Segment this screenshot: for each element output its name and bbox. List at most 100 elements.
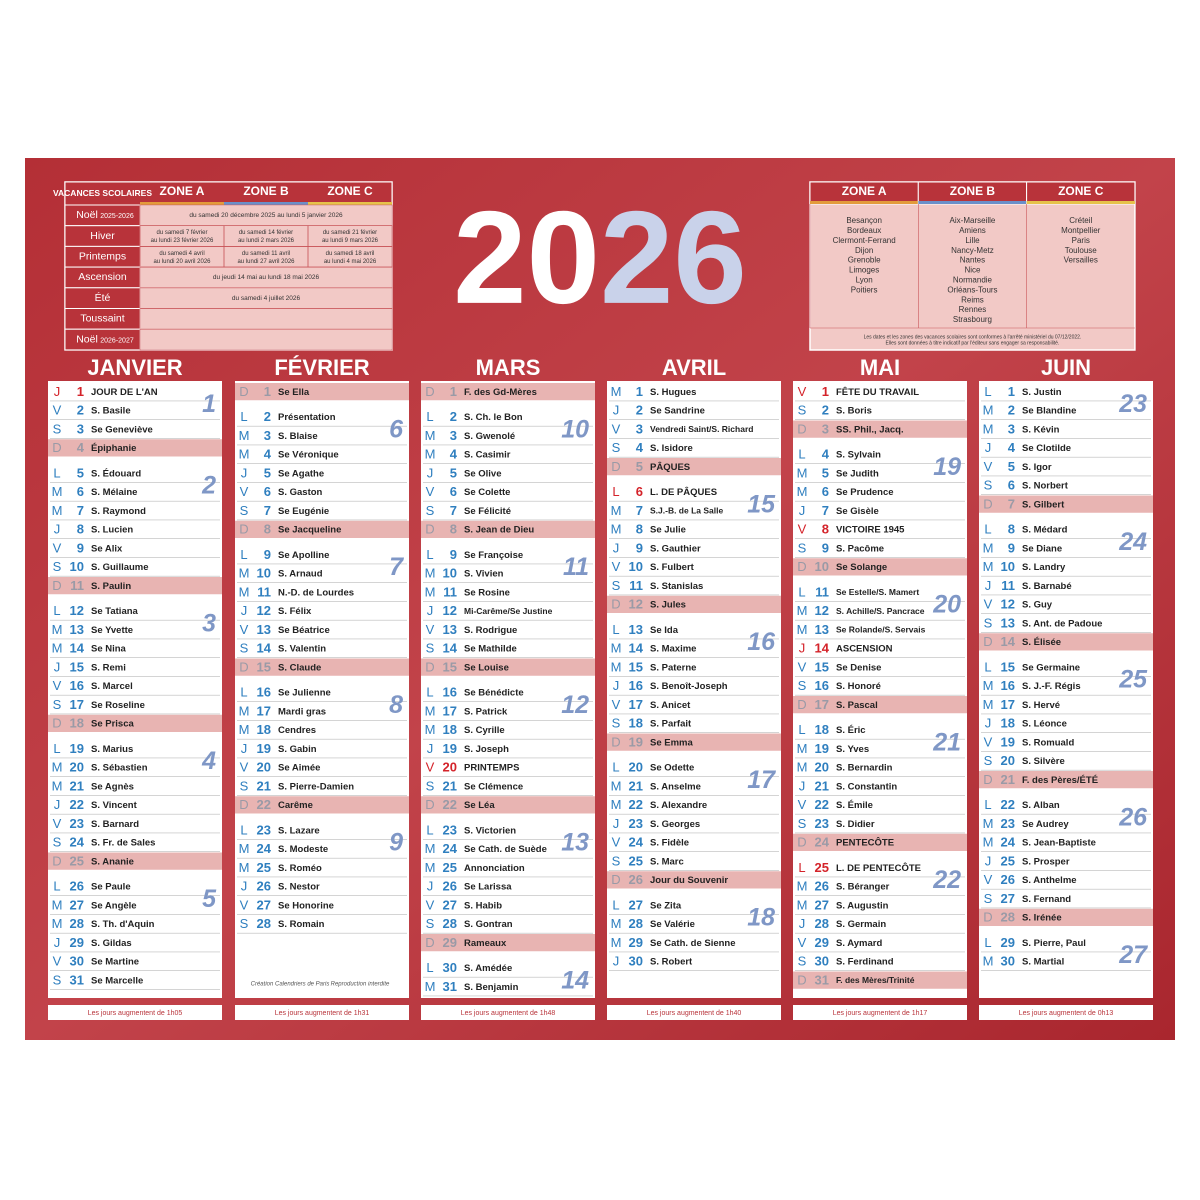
day-letter: V [612, 835, 621, 850]
day-number: 11 [1001, 578, 1015, 593]
day-number: 17 [70, 697, 84, 712]
day-number: 5 [77, 465, 84, 480]
saint-name: S. Basile [91, 406, 131, 417]
day-letter: L [426, 547, 433, 562]
zone-city: Poitiers [851, 285, 878, 294]
saint-name: S. Médard [1022, 525, 1068, 536]
day-number: 18 [815, 722, 829, 737]
saint-name: S. Kévin [1022, 424, 1060, 435]
day-letter: D [611, 872, 620, 887]
day-letter: M [611, 503, 622, 518]
day-letter: D [52, 853, 61, 868]
day-number: 15 [70, 659, 84, 674]
day-number: 4 [450, 447, 458, 462]
zone-city: Strasbourg [953, 315, 992, 324]
day-number: 26 [257, 879, 271, 894]
day-number: 18 [443, 722, 457, 737]
saint-name: S. Rodrigue [464, 625, 517, 636]
day-number: 22 [1001, 797, 1015, 812]
day-letter: M [239, 722, 250, 737]
saint-name: Se Yvette [91, 625, 133, 636]
day-number: 2 [77, 403, 84, 418]
month-footer: Les jours augmentent de 0h13 [1019, 1010, 1114, 1017]
day-number: 10 [70, 559, 84, 574]
day-letter: J [241, 465, 248, 480]
day-number: 21 [443, 778, 457, 793]
day-number: 6 [636, 484, 643, 499]
saint-name: S. Arnaud [278, 569, 323, 580]
day-number: 19 [815, 741, 829, 756]
day-number: 3 [636, 421, 643, 436]
saint-name: S. Anicet [650, 700, 691, 711]
zone-city: Montpellier [1061, 226, 1100, 235]
saint-name: S. Gildas [91, 938, 132, 949]
day-letter: D [983, 496, 992, 511]
saint-name: Se Emma [650, 737, 693, 748]
day-letter: M [983, 421, 994, 436]
day-number: 25 [257, 860, 271, 875]
day-number: 14 [443, 641, 458, 656]
week-number: 15 [747, 490, 776, 518]
day-letter: S [798, 816, 807, 831]
row-label: Noël [76, 333, 98, 345]
day-letter: M [239, 703, 250, 718]
saint-name: F. des Pères/ÉTÉ [1022, 775, 1098, 786]
day-letter: M [52, 641, 63, 656]
saint-name: S. Gaston [278, 487, 323, 498]
day-number: 11 [70, 578, 84, 593]
day-number: 23 [443, 822, 457, 837]
saint-name: S. Yves [836, 744, 869, 755]
day-number: 26 [1001, 872, 1015, 887]
day-letter: L [984, 935, 991, 950]
month-column [48, 381, 222, 998]
day-letter: V [426, 622, 435, 637]
day-number: 19 [1001, 734, 1015, 749]
day-letter: J [54, 935, 61, 950]
footer-band [421, 1005, 595, 1020]
saint-name: S. Fernand [1022, 894, 1071, 905]
saint-name: S. Germain [836, 919, 886, 930]
day-number: 14 [629, 641, 644, 656]
day-letter: M [425, 722, 436, 737]
day-number: 1 [822, 384, 829, 399]
sunday-row [793, 971, 967, 989]
day-letter: D [983, 634, 992, 649]
saint-name: S. Th. d'Aquin [91, 919, 155, 930]
day-letter: M [611, 797, 622, 812]
day-number: 23 [1001, 816, 1015, 831]
day-number: 3 [822, 421, 829, 436]
day-letter: S [612, 440, 621, 455]
zone-city: Rennes [959, 305, 987, 314]
saint-name: S. Ch. le Bon [464, 412, 523, 423]
day-number: 24 [443, 841, 458, 856]
day-number: 13 [70, 622, 84, 637]
day-number: 20 [1001, 753, 1015, 768]
day-letter: D [52, 440, 61, 455]
day-number: 12 [70, 603, 84, 618]
saint-name: S. Gauthier [650, 543, 701, 554]
zone-header: ZONE A [160, 184, 205, 198]
day-letter: J [54, 797, 61, 812]
day-letter: D [239, 522, 248, 537]
saint-name: S. Remi [91, 662, 126, 673]
day-letter: D [611, 734, 620, 749]
sunday-row [421, 520, 595, 538]
day-letter: M [611, 522, 622, 537]
day-number: 21 [1001, 772, 1015, 787]
credit: Reproduction interdite [331, 982, 390, 988]
day-number: 27 [815, 897, 829, 912]
day-letter: M [797, 465, 808, 480]
footer-band [793, 1005, 967, 1020]
day-number: 14 [70, 641, 85, 656]
day-letter: D [797, 697, 806, 712]
saint-name: S. Habib [464, 900, 502, 911]
day-letter: D [239, 797, 248, 812]
saint-name: S. Éric [836, 725, 866, 736]
zone-header: ZONE A [842, 184, 887, 198]
saint-name: Vendredi Saint/S. Richard [650, 424, 753, 434]
month-name: AVRIL [662, 355, 726, 380]
saint-name: Se Apolline [278, 550, 329, 561]
month-column [979, 381, 1153, 998]
day-number: 9 [1008, 540, 1015, 555]
sunday-row [607, 733, 781, 751]
